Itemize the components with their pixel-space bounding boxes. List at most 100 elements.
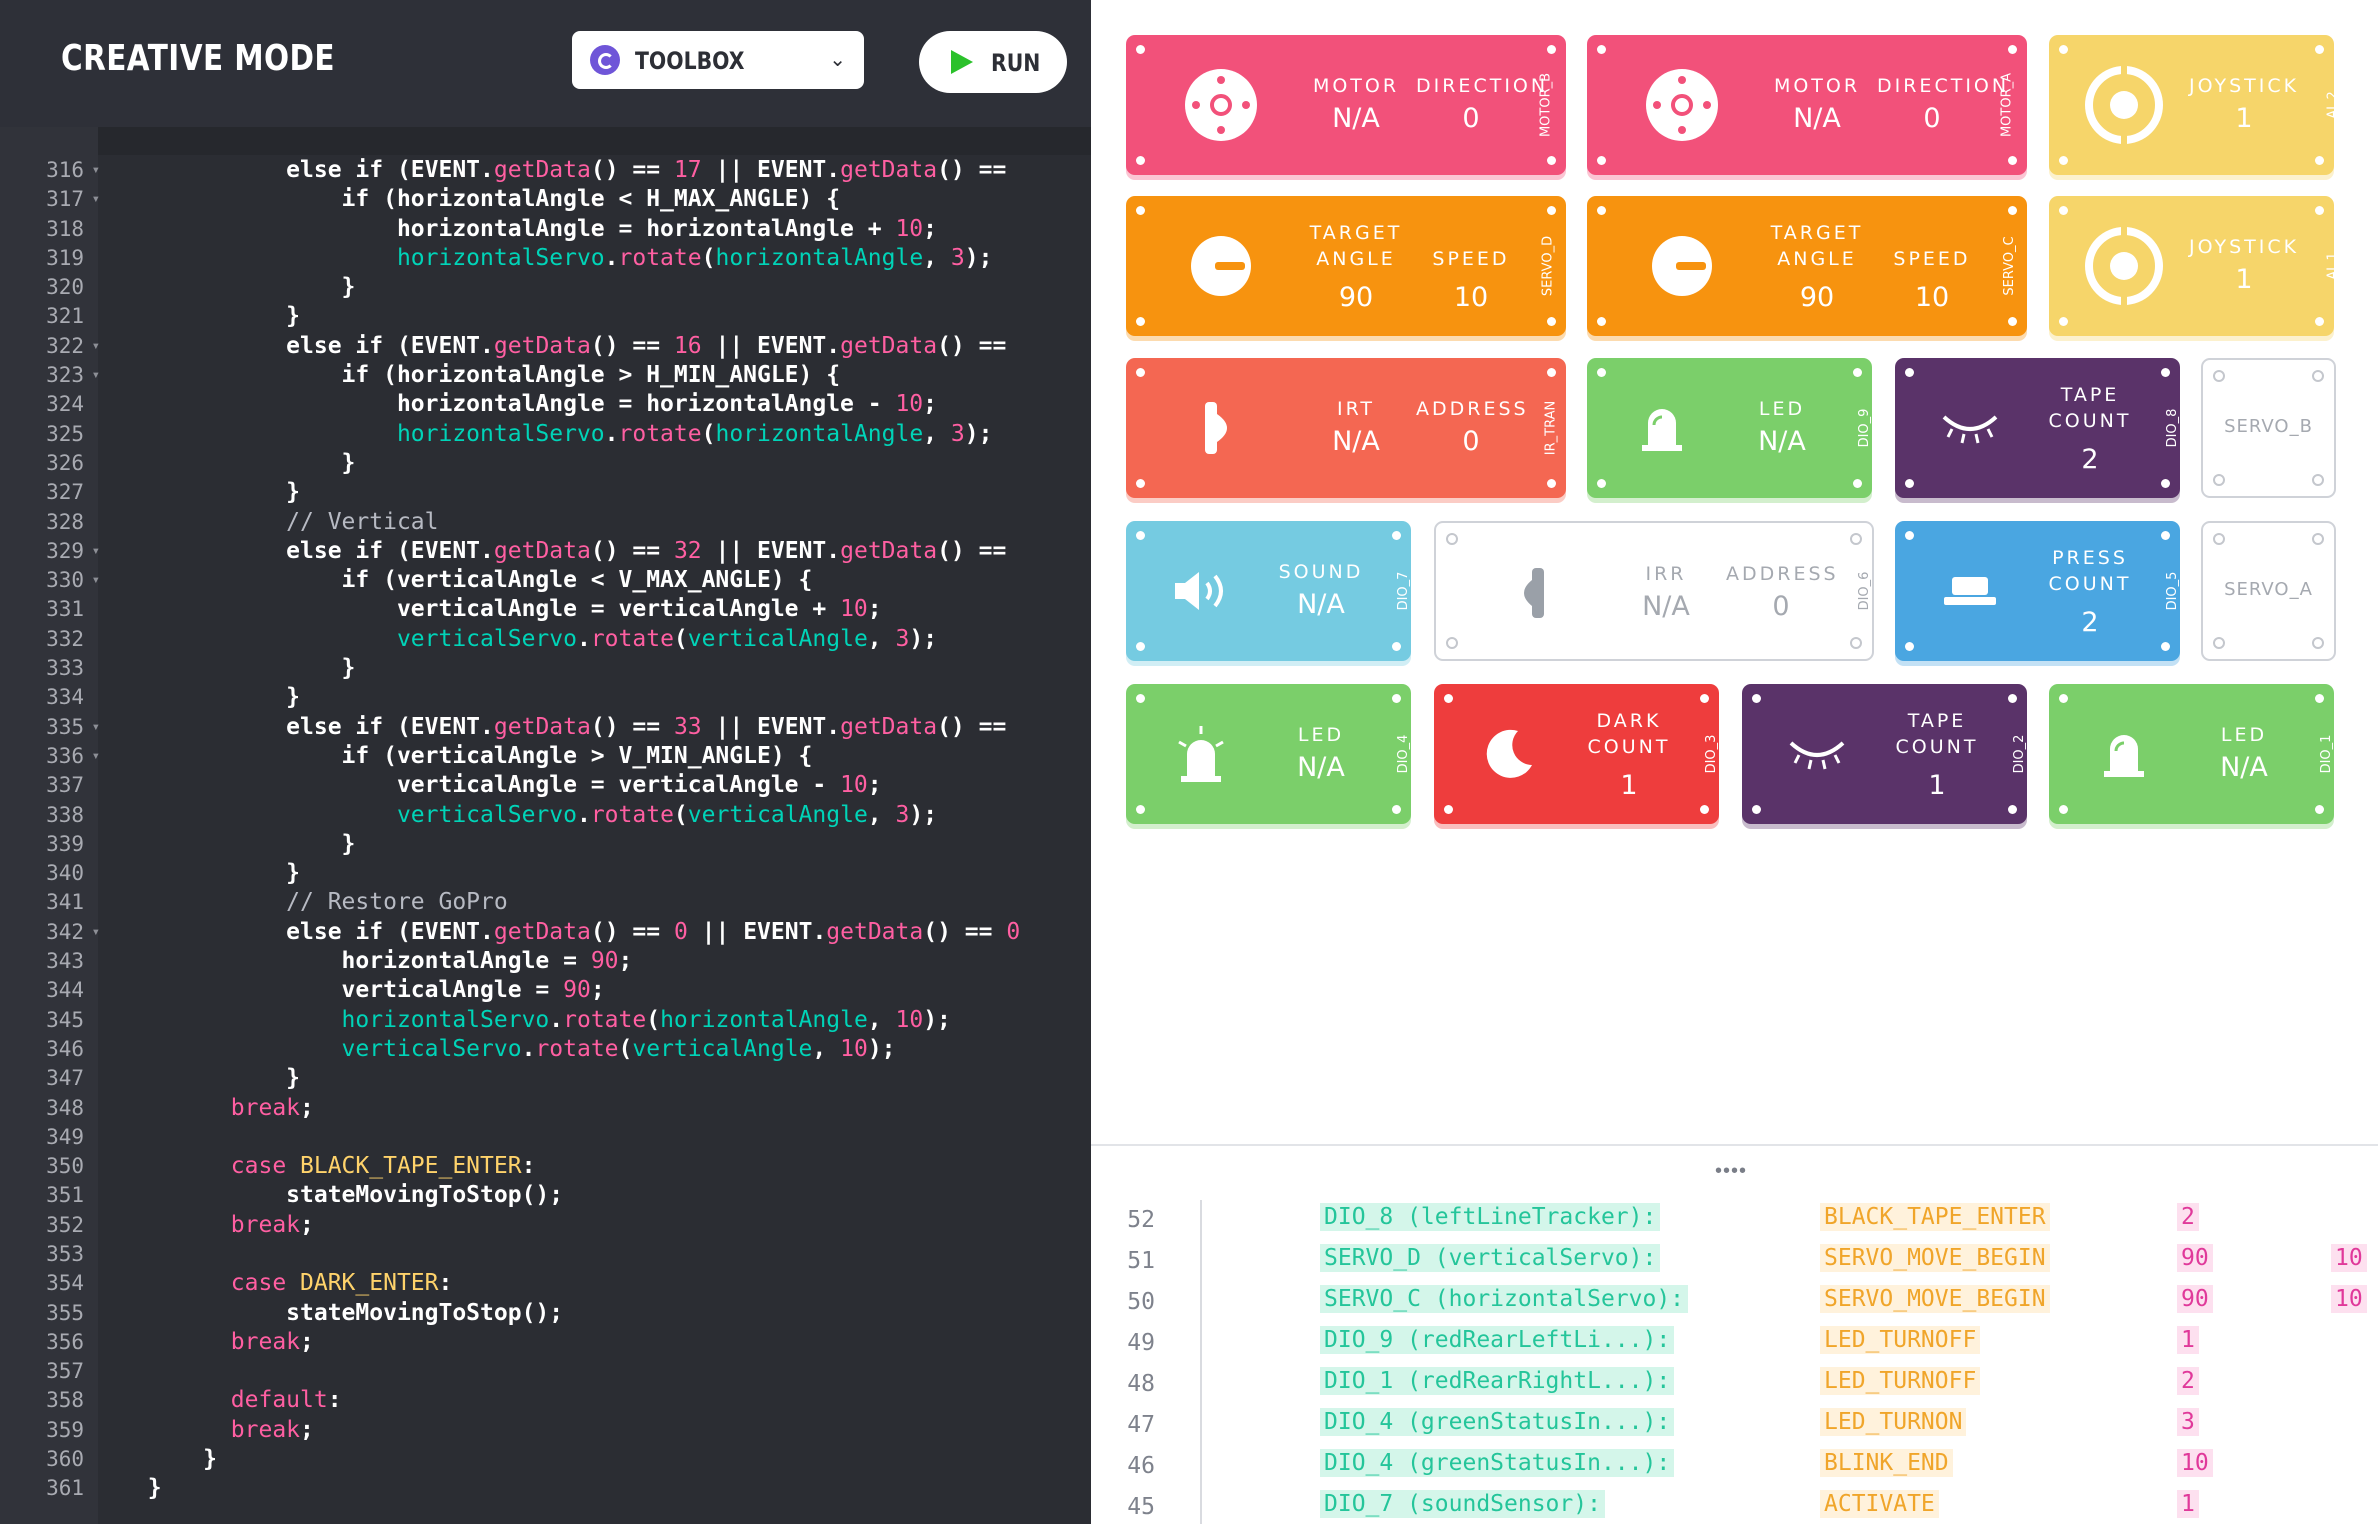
block-screw <box>1136 694 1145 703</box>
block-servo-c[interactable]: TARGET ANGLE 90 SPEED 10 SERVO_C <box>1587 196 2027 336</box>
code-line[interactable]: 320 } <box>0 273 1091 302</box>
code-line[interactable]: 361 } <box>0 1474 1091 1503</box>
code-line[interactable]: 318 horizontalAngle = horizontalAngle + … <box>0 215 1091 244</box>
code-token: . <box>826 537 841 564</box>
block-press-5[interactable]: PRESS COUNT 2 DIO_5 <box>1895 521 2180 661</box>
code-text: break; <box>120 1094 314 1123</box>
code-line[interactable]: 352 break; <box>0 1211 1091 1240</box>
code-line[interactable]: 336 if (verticalAngle > V_MIN_ANGLE) { <box>0 742 1091 772</box>
code-line[interactable]: 350 case BLACK_TAPE_ENTER: <box>0 1152 1091 1181</box>
line-number: 349 <box>46 1124 84 1149</box>
code-line[interactable]: 346 verticalServo.rotate(verticalAngle, … <box>0 1035 1091 1064</box>
code-token: EVENT <box>743 918 813 945</box>
block-motor-b[interactable]: MOTOR N/A DIRECTION 0 MOTOR_B <box>1126 35 1566 175</box>
block-servo-d[interactable]: TARGET ANGLE 90 SPEED 10 SERVO_D <box>1126 196 1566 336</box>
code-line[interactable]: 328 // Vertical <box>0 508 1091 537</box>
code-line[interactable]: 339 } <box>0 830 1091 859</box>
code-line[interactable]: 351 stateMovingToStop(); <box>0 1181 1091 1210</box>
code-line[interactable]: 332 verticalServo.rotate(verticalAngle, … <box>0 625 1091 654</box>
block-screw <box>1597 206 1606 215</box>
code-line[interactable]: 356 break; <box>0 1328 1091 1357</box>
code-line[interactable]: 316 else if (EVENT.getData() == 17 || EV… <box>0 156 1091 186</box>
code-token: ); <box>923 1006 951 1033</box>
code-line[interactable]: 355 stateMovingToStop(); <box>0 1299 1091 1328</box>
code-text: verticalServo.rotate(verticalAngle, 3); <box>120 625 937 654</box>
block-joystick-1[interactable]: JOYSTICK 1 AI_1 <box>2049 196 2334 336</box>
block-screw <box>1905 531 1914 540</box>
line-number: 319 <box>46 245 84 270</box>
block-motor-a[interactable]: MOTOR N/A DIRECTION 0 MOTOR_A <box>1587 35 2027 175</box>
code-token: 0 <box>673 918 688 945</box>
code-line[interactable]: 357 <box>0 1357 1091 1386</box>
code-line[interactable]: 348 break; <box>0 1094 1091 1123</box>
block-led-9[interactable]: LED N/A DIO_9 <box>1587 358 1872 498</box>
code-line[interactable]: 343 horizontalAngle = 90; <box>0 947 1091 976</box>
block-screw <box>2315 45 2324 54</box>
code-line[interactable]: 317 if (horizontalAngle < H_MAX_ANGLE) { <box>0 185 1091 215</box>
panel-divider <box>1091 1144 2378 1146</box>
block-led-1[interactable]: LED N/A DIO_1 <box>2049 684 2334 824</box>
led-icon <box>2102 729 2146 784</box>
irt-icon <box>1201 398 1241 463</box>
block-screw <box>1446 533 1458 545</box>
code-line[interactable]: 325 horizontalServo.rotate(horizontalAng… <box>0 420 1091 449</box>
code-line[interactable]: 345 horizontalServo.rotate(horizontalAng… <box>0 1006 1091 1035</box>
log-pin: DIO_9 (redRearLeftLi...): <box>1320 1326 1675 1354</box>
block-servo-b[interactable]: SERVO_B <box>2201 358 2336 498</box>
code-line[interactable]: 334 } <box>0 683 1091 712</box>
code-line[interactable]: 349 <box>0 1123 1091 1152</box>
code-line[interactable]: 359 break; <box>0 1416 1091 1445</box>
code-token: if (horizontalAngle > H_MIN_ANGLE) { <box>120 362 841 389</box>
block-value: 1 <box>2235 264 2253 295</box>
port-label: DIO_2 <box>2012 734 2027 774</box>
code-line[interactable]: 353 <box>0 1240 1091 1269</box>
block-tape-2[interactable]: TAPE COUNT 1 DIO_2 <box>1742 684 2027 824</box>
code-line[interactable]: 354 case DARK_ENTER: <box>0 1269 1091 1298</box>
toolbox-dropdown[interactable]: TOOLBOX ⌄ <box>572 31 864 89</box>
log-pin: DIO_8 (leftLineTracker): <box>1320 1203 1661 1231</box>
code-line[interactable]: 340 } <box>0 859 1091 888</box>
code-line[interactable]: 321 } <box>0 302 1091 331</box>
code-line[interactable]: 319 horizontalServo.rotate(horizontalAng… <box>0 244 1091 273</box>
block-irt[interactable]: IRT N/A ADDRESS 0 IR_TRAN <box>1126 358 1566 498</box>
code-token: EVENT <box>410 713 481 740</box>
code-line[interactable]: 324 horizontalAngle = horizontalAngle - … <box>0 390 1091 419</box>
block-sound-7[interactable]: SOUND N/A DIO_7 <box>1126 521 1411 661</box>
code-token: getData <box>840 332 938 359</box>
code-token: , <box>867 801 896 828</box>
code-line[interactable]: 338 verticalServo.rotate(verticalAngle, … <box>0 801 1091 830</box>
block-dark-3[interactable]: DARK COUNT 1 DIO_3 <box>1434 684 1719 824</box>
resize-handle[interactable]: •••• <box>1715 1160 1748 1182</box>
block-led-4[interactable]: LED N/A DIO_4 <box>1126 684 1411 824</box>
code-line[interactable]: 342 else if (EVENT.getData() == 0 || EVE… <box>0 918 1091 948</box>
block-irr-6[interactable]: IRR N/A ADDRESS 0 DIO_6 <box>1434 521 1874 661</box>
block-servo-a[interactable]: SERVO_A <box>2201 521 2336 661</box>
code-line[interactable]: 333 } <box>0 654 1091 683</box>
code-line[interactable]: 360 } <box>0 1445 1091 1474</box>
code-text: horizontalServo.rotate(horizontalAngle, … <box>120 1006 951 1035</box>
code-line[interactable]: 330 if (verticalAngle < V_MAX_ANGLE) { <box>0 566 1091 596</box>
block-screw <box>2161 479 2170 488</box>
code-line[interactable]: 323 if (horizontalAngle > H_MIN_ANGLE) { <box>0 361 1091 391</box>
code-line[interactable]: 358 default: <box>0 1386 1091 1415</box>
code-token: } <box>120 449 356 476</box>
code-line[interactable]: 327 } <box>0 478 1091 507</box>
code-token: getData <box>826 918 924 945</box>
code-lines[interactable]: 316 else if (EVENT.getData() == 17 || EV… <box>0 156 1091 1504</box>
code-line[interactable]: 341 // Restore GoPro <box>0 888 1091 917</box>
code-token: , <box>923 244 951 271</box>
block-label: TAPE COUNT <box>1895 710 1979 758</box>
code-line[interactable]: 347 } <box>0 1064 1091 1093</box>
code-token: else if ( <box>120 713 411 740</box>
code-line[interactable]: 326 } <box>0 449 1091 478</box>
block-label: LED <box>1758 398 1806 420</box>
block-tape-8[interactable]: TAPE COUNT 2 DIO_8 <box>1895 358 2180 498</box>
code-line[interactable]: 335 else if (EVENT.getData() == 33 || EV… <box>0 713 1091 743</box>
run-button[interactable]: RUN <box>919 31 1067 93</box>
code-line[interactable]: 329 else if (EVENT.getData() == 32 || EV… <box>0 537 1091 567</box>
code-line[interactable]: 337 verticalAngle = verticalAngle - 10; <box>0 771 1091 800</box>
code-line[interactable]: 331 verticalAngle = verticalAngle + 10; <box>0 595 1091 624</box>
block-joystick-2[interactable]: JOYSTICK 1 AI_2 <box>2049 35 2334 175</box>
code-line[interactable]: 322 else if (EVENT.getData() == 16 || EV… <box>0 332 1091 362</box>
code-line[interactable]: 344 verticalAngle = 90; <box>0 976 1091 1005</box>
